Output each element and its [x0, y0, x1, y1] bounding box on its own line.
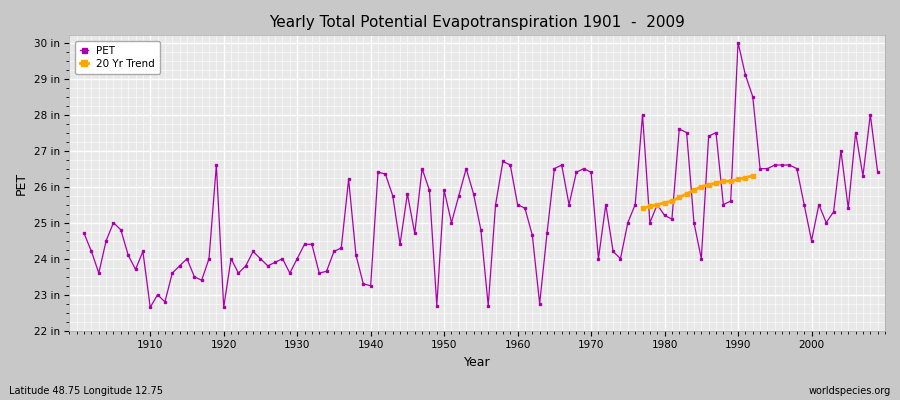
PET: [519, 206, 530, 211]
Text: worldspecies.org: worldspecies.org: [809, 386, 891, 396]
20 Yr Trend: [637, 206, 648, 211]
PET: [78, 231, 89, 236]
20 Yr Trend: [703, 182, 714, 187]
Text: Latitude 48.75 Longitude 12.75: Latitude 48.75 Longitude 12.75: [9, 386, 163, 396]
Legend: PET, 20 Yr Trend: PET, 20 Yr Trend: [75, 40, 160, 74]
PET: [512, 202, 523, 207]
20 Yr Trend: [725, 179, 736, 184]
PET: [307, 242, 318, 247]
20 Yr Trend: [659, 200, 670, 205]
X-axis label: Year: Year: [464, 356, 490, 369]
PET: [351, 253, 362, 258]
20 Yr Trend: [718, 179, 729, 184]
20 Yr Trend: [733, 177, 743, 182]
Line: 20 Yr Trend: 20 Yr Trend: [641, 174, 754, 210]
Y-axis label: PET: PET: [15, 172, 28, 194]
PET: [608, 249, 618, 254]
Title: Yearly Total Potential Evapotranspiration 1901  -  2009: Yearly Total Potential Evapotranspiratio…: [269, 15, 685, 30]
20 Yr Trend: [644, 204, 655, 209]
Line: PET: PET: [83, 41, 879, 308]
20 Yr Trend: [688, 188, 699, 193]
20 Yr Trend: [711, 181, 722, 186]
20 Yr Trend: [652, 202, 662, 207]
20 Yr Trend: [667, 199, 678, 204]
PET: [733, 40, 743, 45]
PET: [145, 305, 156, 310]
20 Yr Trend: [681, 192, 692, 196]
PET: [138, 249, 148, 254]
PET: [872, 170, 883, 175]
20 Yr Trend: [740, 175, 751, 180]
20 Yr Trend: [696, 184, 706, 189]
20 Yr Trend: [674, 195, 685, 200]
20 Yr Trend: [747, 174, 758, 178]
